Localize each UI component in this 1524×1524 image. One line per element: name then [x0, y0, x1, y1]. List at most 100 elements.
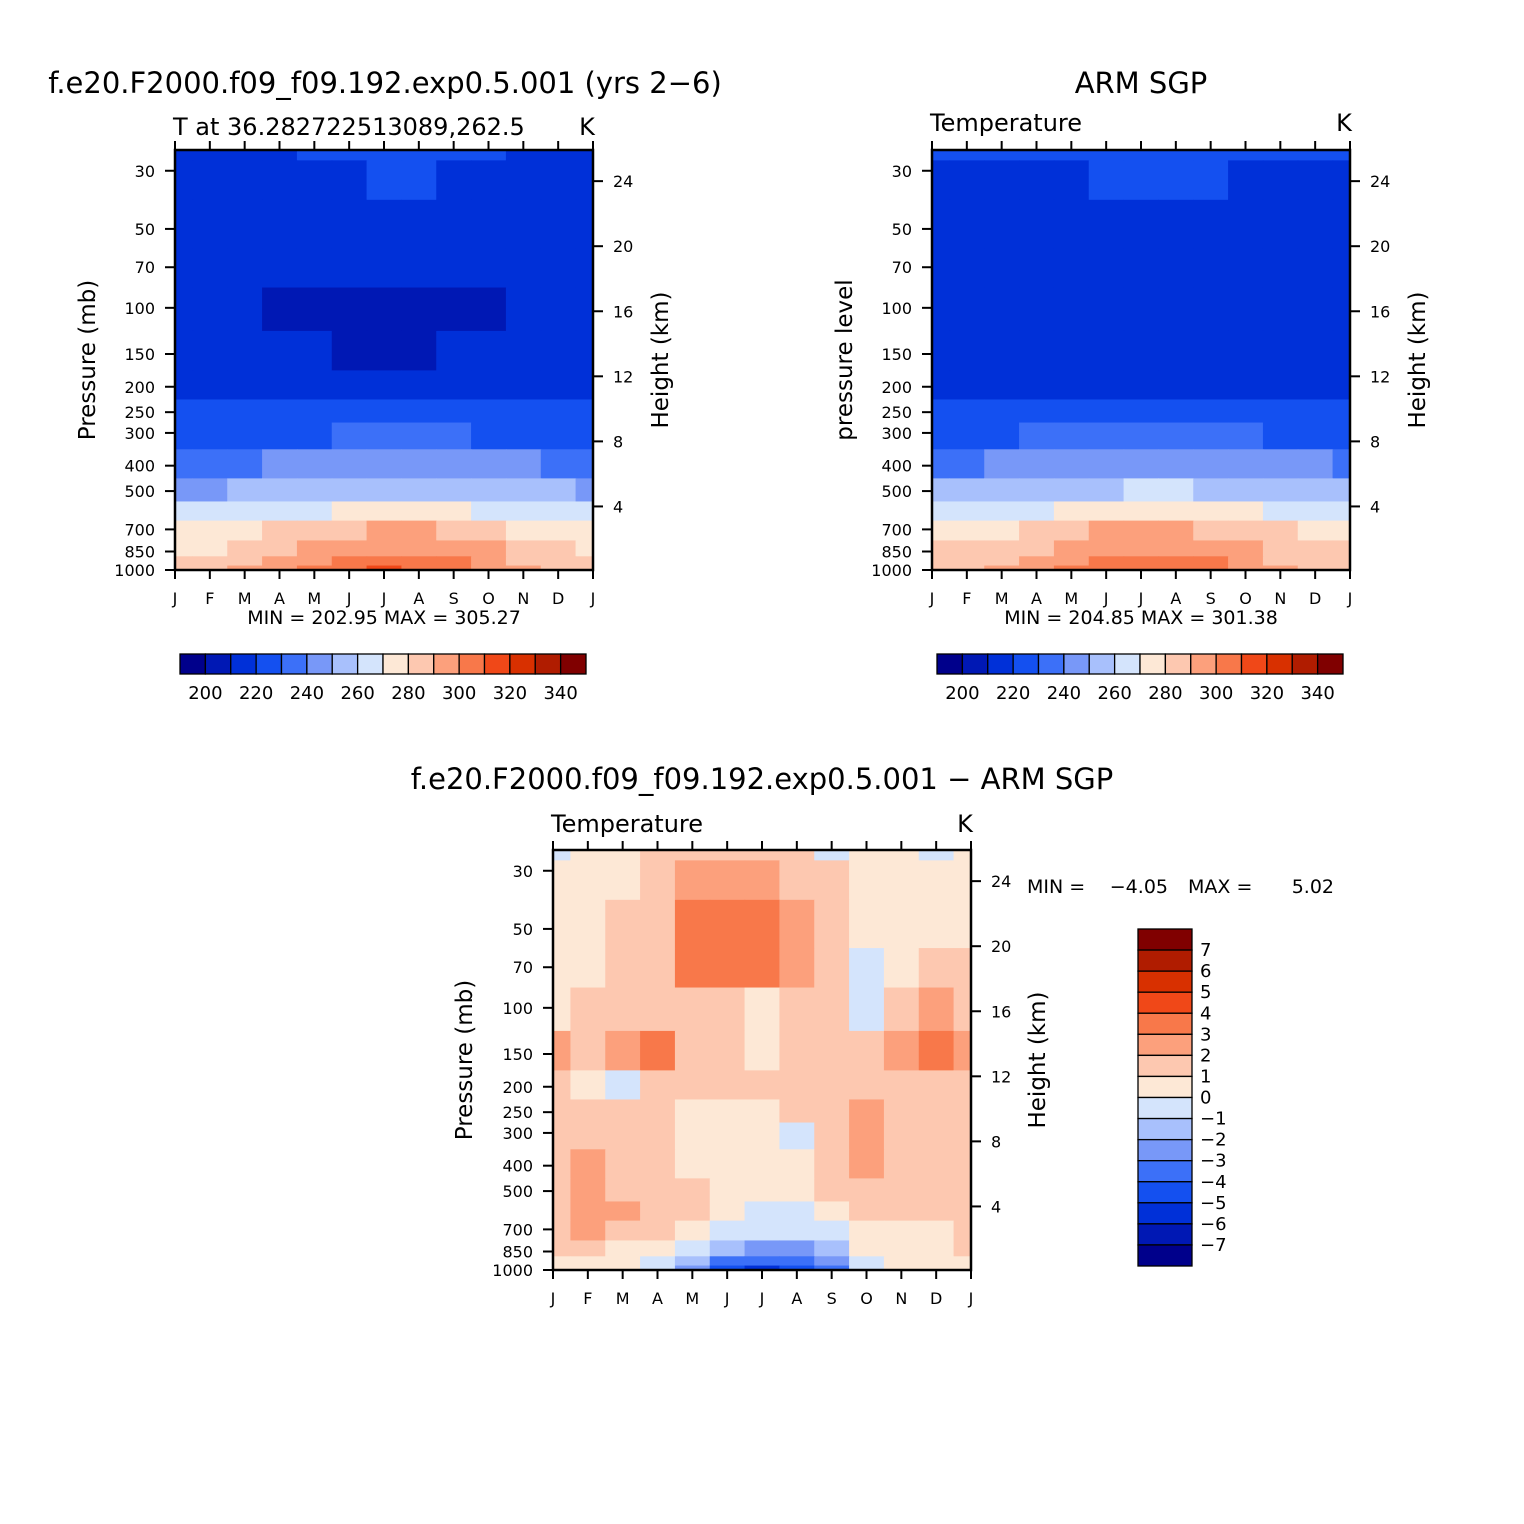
field-cell — [1228, 540, 1264, 557]
field-cell — [296, 399, 333, 424]
colorbar-swatch — [204, 653, 232, 675]
colorbar-label: 200 — [945, 683, 979, 704]
field-cell — [192, 160, 228, 201]
field-cell — [984, 199, 1020, 249]
field-cell — [949, 150, 985, 161]
field-cell — [575, 370, 593, 401]
field-cell — [949, 501, 985, 522]
field-cell — [436, 160, 472, 201]
colorbar-swatch — [458, 653, 486, 675]
field-cell — [296, 150, 333, 161]
pressure-tick-label: 200 — [124, 378, 155, 397]
panel-model: J F M A M J J A S O N D J 30 50 70 100 150 200 250 300 400 500… — [48, 66, 722, 629]
field-cell — [918, 1099, 955, 1124]
field-cell — [640, 948, 676, 989]
pressure-tick-label: 500 — [881, 482, 912, 501]
field-cell — [436, 422, 472, 450]
field-cell — [883, 1149, 920, 1179]
field-cell — [1088, 160, 1125, 201]
field-cell — [1019, 565, 1055, 570]
colorbar-swatch — [1291, 653, 1319, 675]
field-cell — [744, 860, 781, 901]
field-cell — [192, 199, 228, 249]
field-cell — [227, 478, 263, 503]
field-cell — [505, 449, 542, 479]
height-tick-label: 16 — [1370, 302, 1390, 321]
field-cell — [296, 501, 333, 522]
field-cell — [1262, 501, 1299, 522]
field-cell — [918, 1030, 955, 1071]
field-cell — [953, 1256, 971, 1267]
colorbar-swatch — [936, 653, 964, 675]
field-cell — [505, 556, 542, 567]
field-cell — [883, 1099, 920, 1124]
field-cell — [849, 1122, 885, 1150]
colorbar-swatch — [306, 653, 333, 675]
field-cell — [1193, 370, 1229, 401]
pressure-tick-label: 50 — [135, 220, 155, 239]
field-cell — [575, 330, 593, 371]
field-cell — [575, 520, 593, 542]
colorbar-label: 220 — [239, 683, 273, 704]
field-cell — [953, 1070, 971, 1101]
field-cell — [471, 422, 507, 450]
field-cell — [744, 1240, 781, 1257]
field-cell — [1262, 422, 1299, 450]
field-cell — [227, 449, 263, 479]
field-cell — [984, 520, 1020, 542]
pressure-tick-label: 200 — [502, 1078, 533, 1097]
pressure-tick-label: 100 — [502, 999, 533, 1018]
colorbar-swatch — [1137, 1181, 1193, 1204]
field-cell — [932, 287, 951, 332]
field-cell — [575, 248, 593, 289]
field-cell — [1262, 520, 1299, 542]
pressure-tick-label: 700 — [502, 1220, 533, 1239]
field-cell — [1088, 199, 1125, 249]
field-cell — [553, 860, 572, 901]
field-cell — [570, 1256, 606, 1267]
field-cell — [1193, 287, 1229, 332]
month-label: F — [583, 1289, 592, 1308]
colorbar-swatch — [1137, 1138, 1193, 1162]
field-cell — [849, 987, 885, 1032]
field-cell — [640, 1220, 676, 1242]
field-cell — [1332, 199, 1350, 249]
panel-subtitle: T at 36.282722513089,262.5 — [172, 113, 525, 141]
field-cell — [640, 1240, 676, 1257]
field-cell — [1297, 370, 1334, 401]
field-cell — [1053, 199, 1090, 249]
field-cell — [984, 150, 1020, 161]
field-cell — [1332, 501, 1350, 522]
field-cell — [553, 1099, 572, 1124]
field-cell — [471, 370, 507, 401]
field-cell — [949, 370, 985, 401]
field-cell — [540, 199, 577, 249]
field-cell — [883, 1030, 920, 1071]
field-cell — [505, 330, 542, 371]
field-cell — [192, 287, 228, 332]
field-cell — [436, 330, 472, 371]
field-cell — [949, 199, 985, 249]
field-cell — [605, 1070, 641, 1101]
field-cell — [814, 1256, 850, 1267]
field-cell — [401, 565, 437, 570]
field-cell — [1053, 422, 1090, 450]
colorbar-swatch — [382, 653, 410, 675]
field-cell — [1053, 150, 1090, 161]
field-cell — [227, 565, 263, 570]
field-cell — [262, 330, 298, 371]
field-cell — [1123, 150, 1160, 161]
units-label: K — [1336, 109, 1353, 137]
field-cell — [1123, 287, 1160, 332]
field-cell — [1088, 330, 1125, 371]
month-label: J — [724, 1289, 730, 1308]
colorbar-swatch — [1137, 970, 1193, 993]
field-cell — [227, 287, 263, 332]
month-label: J — [381, 589, 387, 608]
field-cell — [1228, 449, 1264, 479]
pressure-tick-label: 700 — [881, 520, 912, 539]
field-cell — [883, 1265, 920, 1270]
field-cell — [296, 287, 333, 332]
field-cell — [227, 556, 263, 567]
field-cell — [674, 1220, 711, 1242]
